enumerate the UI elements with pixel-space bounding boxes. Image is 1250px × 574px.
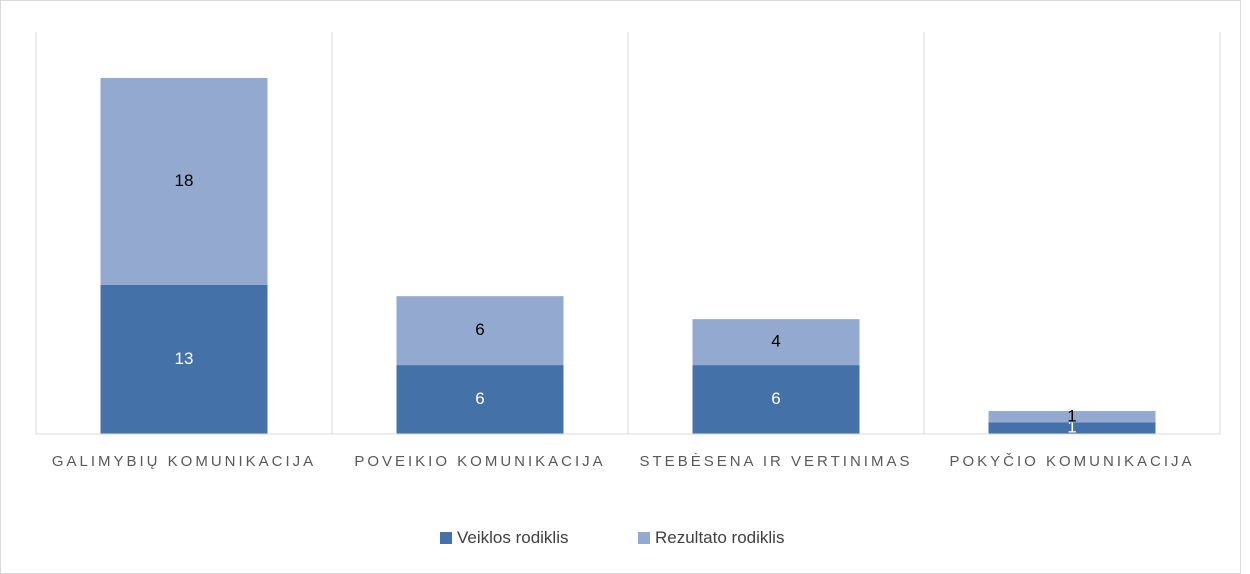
legend-swatch <box>440 532 452 544</box>
data-label: 13 <box>175 349 194 368</box>
legend-label: Rezultato rodiklis <box>655 528 785 547</box>
data-label: 18 <box>175 171 194 190</box>
data-label: 6 <box>475 389 484 408</box>
legend-label: Veiklos rodiklis <box>457 528 569 547</box>
legend-item: Veiklos rodiklis <box>440 528 569 548</box>
bar-segment <box>692 365 860 434</box>
bar-segment <box>396 365 564 434</box>
data-label: 1 <box>1067 418 1076 437</box>
data-label: 6 <box>771 389 780 408</box>
x-tick-label: STEBĖSENA IR VERTINIMAS <box>639 453 913 470</box>
bar-segment <box>988 422 1156 434</box>
bar-segment <box>100 77 268 285</box>
bar-segment <box>100 284 268 434</box>
data-label: 1 <box>1067 406 1076 425</box>
bar-segment <box>396 296 564 366</box>
bar-segment <box>988 411 1156 423</box>
bar-segment <box>692 319 860 366</box>
x-tick-label: POKYČIO KOMUNIKACIJA <box>949 453 1195 470</box>
legend-swatch <box>638 532 650 544</box>
data-label: 6 <box>475 320 484 339</box>
legend-item: Rezultato rodiklis <box>638 528 784 548</box>
x-tick-label: GALIMYBIŲ KOMUNIKACIJA <box>51 453 317 470</box>
x-tick-label: POVEIKIO KOMUNIKACIJA <box>354 453 606 470</box>
data-label: 4 <box>771 332 780 351</box>
